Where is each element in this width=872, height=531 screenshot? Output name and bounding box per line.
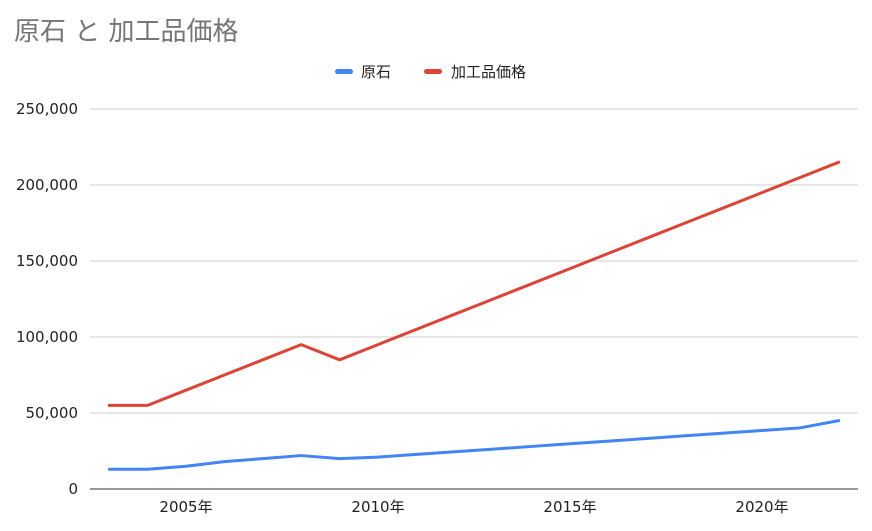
x-axis-ticks: 2005年 2010年 2015年 2020年 <box>159 498 788 516</box>
legend-swatch-加工品価格 <box>424 69 442 74</box>
y-axis-ticks: 0 50,000 100,000 150,000 200,000 250,000 <box>16 100 78 498</box>
x-tick-label-2010: 2010年 <box>351 498 404 516</box>
legend: 原石 加工品価格 <box>335 63 526 81</box>
series-line-加工品価格 <box>107 160 841 407</box>
legend-label-原石: 原石 <box>361 63 391 81</box>
x-tick-label-2005: 2005年 <box>159 498 212 516</box>
y-tick-label-50000: 50,000 <box>26 404 79 422</box>
y-tick-label-100000: 100,000 <box>16 328 78 346</box>
y-tick-label-150000: 150,000 <box>16 252 78 270</box>
x-tick-label-2020: 2020年 <box>735 498 788 516</box>
legend-swatch-原石 <box>335 69 353 74</box>
gridlines <box>90 108 858 414</box>
y-tick-label-0: 0 <box>68 480 78 498</box>
series-line-原石 <box>107 419 841 471</box>
x-tick-label-2015: 2015年 <box>543 498 596 516</box>
y-tick-label-200000: 200,000 <box>16 176 78 194</box>
chart-title: 原石 と 加工品価格 <box>14 17 239 47</box>
legend-label-加工品価格: 加工品価格 <box>451 63 526 81</box>
series-layer <box>107 160 841 471</box>
y-tick-label-250000: 250,000 <box>16 100 78 118</box>
